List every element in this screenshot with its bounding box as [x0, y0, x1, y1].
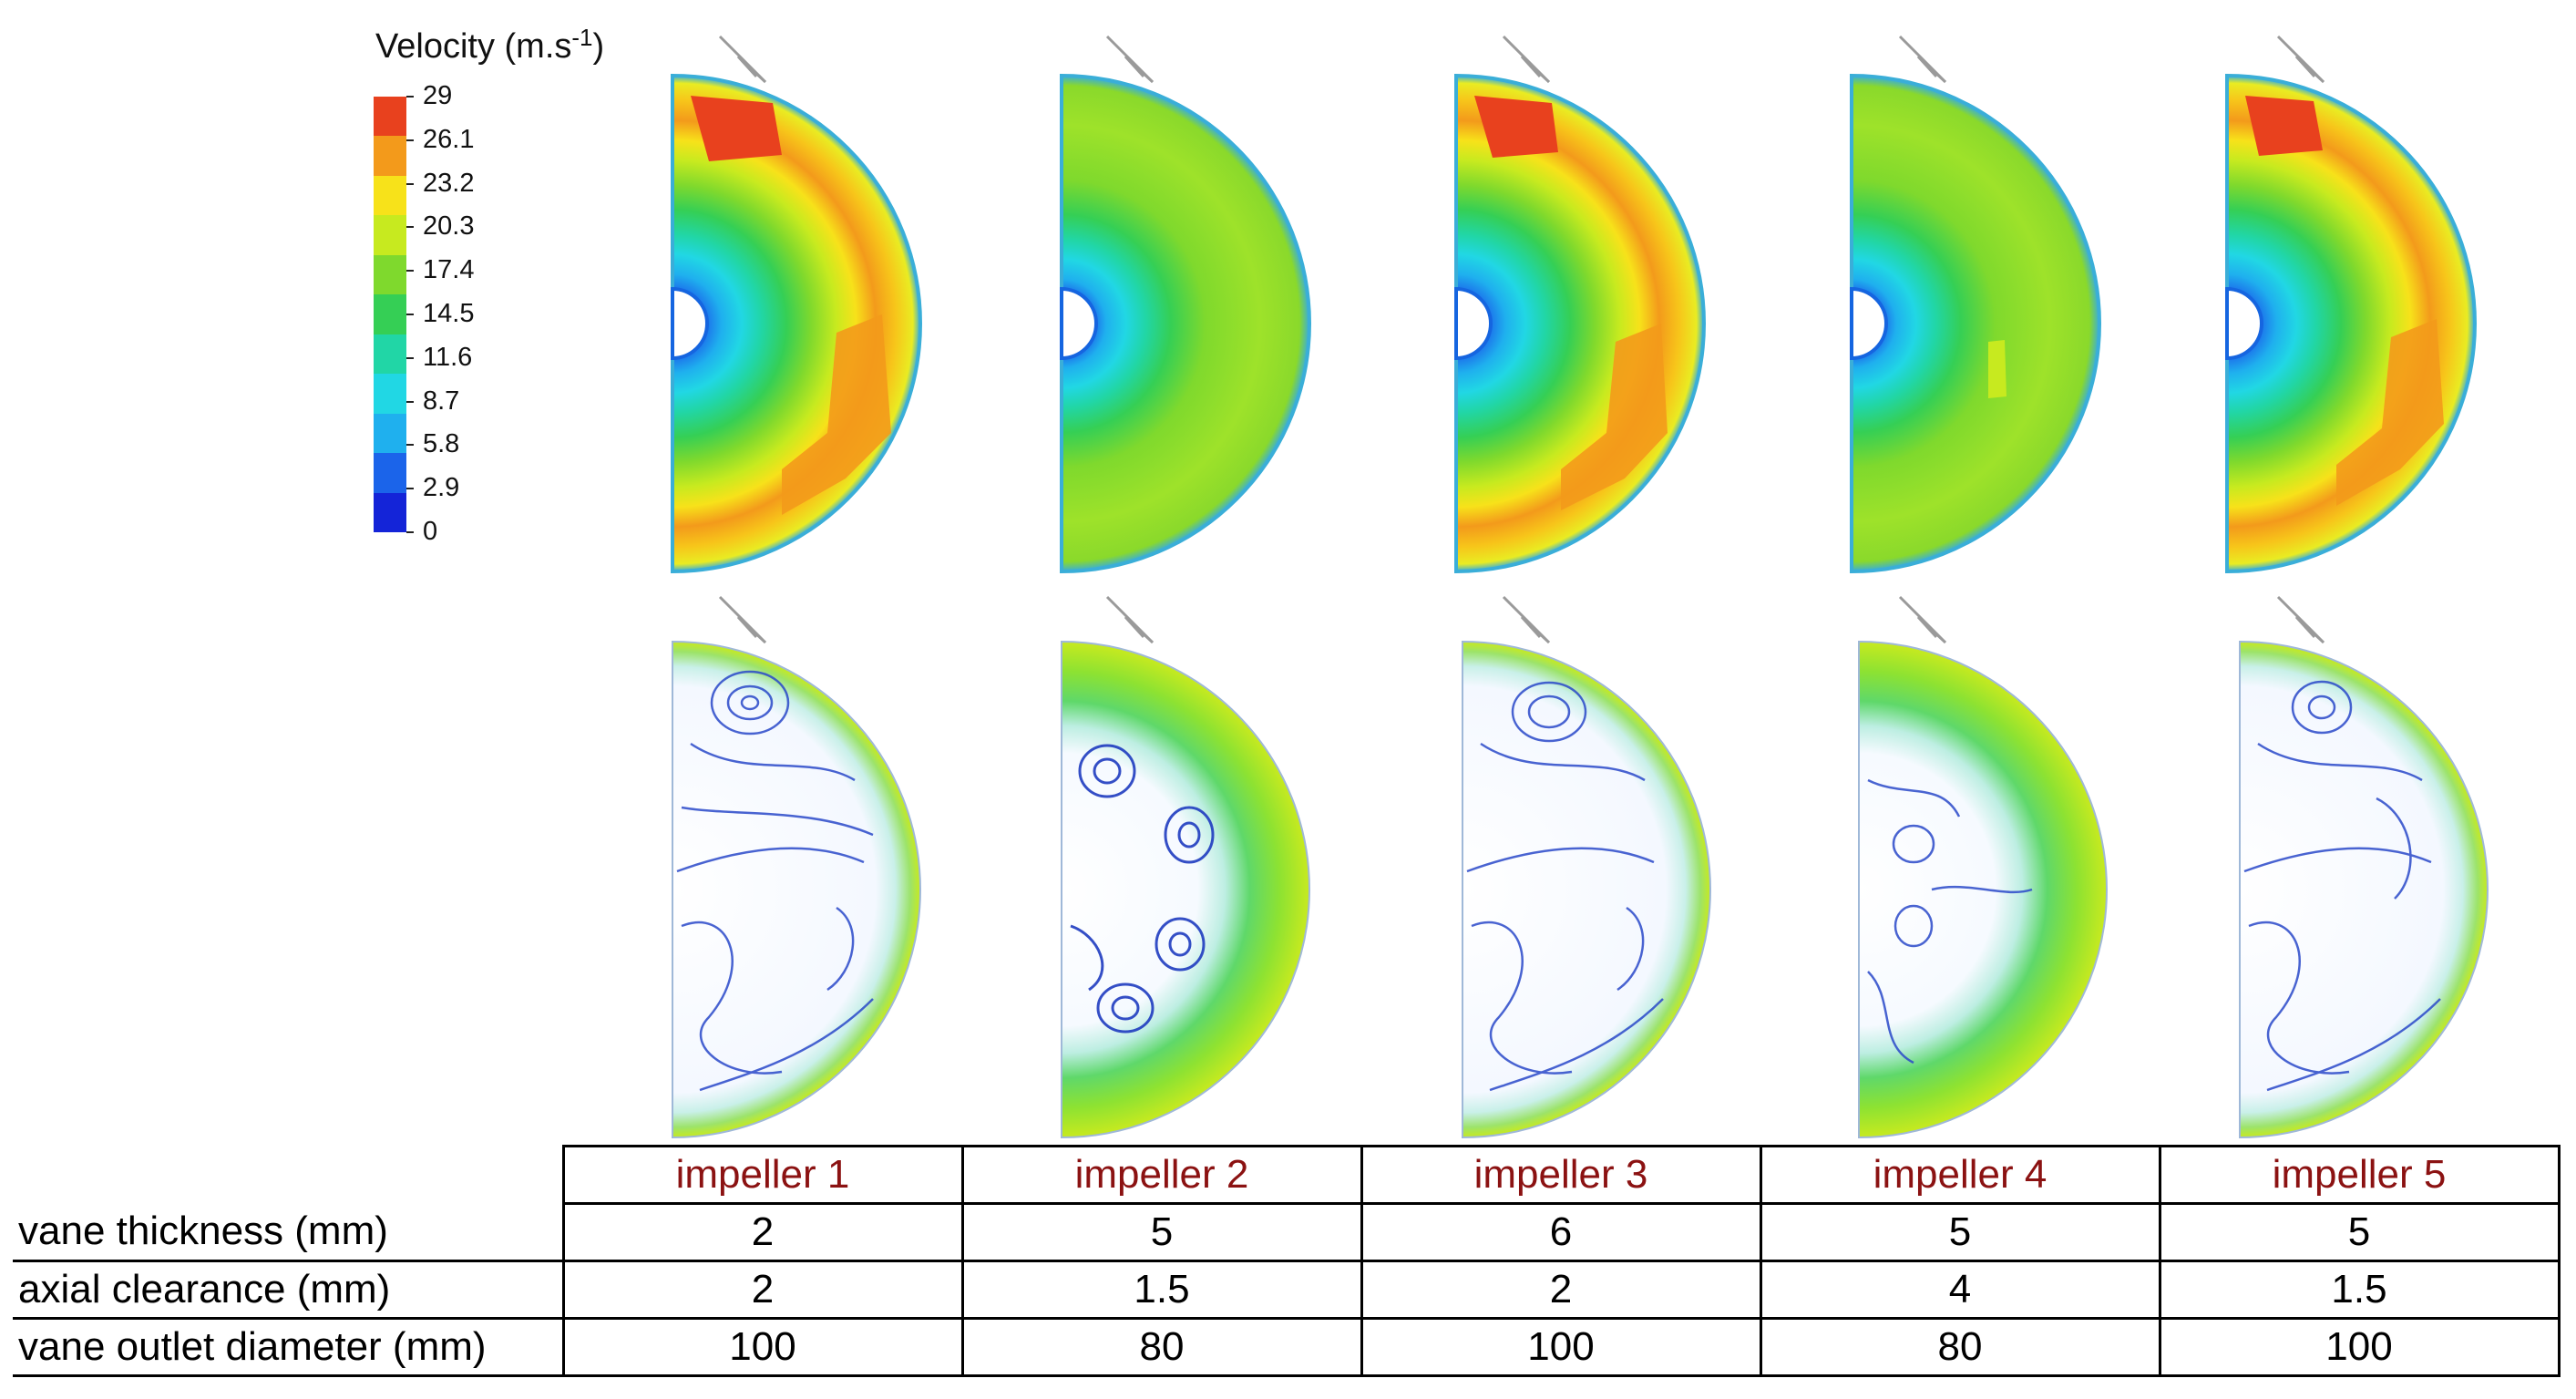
velocity-plots [671, 35, 2489, 1139]
legend-tick-mark [406, 314, 414, 315]
table-row: vane outlet diameter (mm) 100 80 100 80 … [13, 1317, 2561, 1377]
table-cell: 5 [960, 1202, 1363, 1262]
table-cell: 1.5 [960, 1260, 1363, 1320]
table-cell: 100 [1360, 1317, 1762, 1377]
legend-color-segment [374, 215, 406, 255]
legend-color-segment [374, 294, 406, 334]
legend-tick-label: 29 [423, 81, 453, 110]
legend-tick-mark [406, 96, 414, 98]
legend-color-bar [374, 97, 406, 532]
legend-color-segment [374, 97, 406, 137]
impeller-parameters-table: impeller 1 impeller 2 impeller 3 impelle… [13, 1145, 2561, 1377]
row-label-vane-outlet-diameter: vane outlet diameter (mm) [13, 1318, 563, 1377]
table-cell: 2 [1360, 1260, 1762, 1320]
table-cell: 2 [561, 1260, 964, 1320]
table-cell: 4 [1759, 1260, 2161, 1320]
table-cell: 100 [561, 1317, 964, 1377]
table-corner-cell [13, 1147, 563, 1204]
legend-tick-label: 23.2 [423, 168, 475, 198]
table-row: axial clearance (mm) 2 1.5 2 4 1.5 [13, 1260, 2561, 1320]
contour-plot-impeller-2 [1060, 73, 1311, 574]
contour-plot-impeller-1 [671, 73, 922, 574]
legend-tick-label: 8.7 [423, 386, 460, 416]
legend-color-segment [374, 492, 406, 532]
legend-tick-label: 26.1 [423, 124, 475, 154]
legend-tick-label: 14.5 [423, 299, 475, 328]
contour-plot-impeller-3 [1454, 73, 1706, 574]
legend-tick-label: 0 [423, 517, 438, 546]
table-header-row: impeller 1 impeller 2 impeller 3 impelle… [13, 1145, 2561, 1205]
legend-tick-mark [406, 182, 414, 185]
impeller-3-header: impeller 3 [1360, 1145, 1762, 1205]
impeller-2-header: impeller 2 [960, 1145, 1363, 1205]
impeller-1-header: impeller 1 [561, 1145, 964, 1205]
legend-color-segment [374, 254, 406, 295]
table-cell: 80 [1759, 1317, 2161, 1377]
table-cell: 5 [1759, 1202, 2161, 1262]
legend-tick-mark [406, 139, 414, 141]
table-cell: 2 [561, 1202, 964, 1262]
table-row: vane thickness (mm) 2 5 6 5 5 [13, 1202, 2561, 1262]
table-cell: 100 [2158, 1317, 2561, 1377]
table-cell: 1.5 [2158, 1260, 2561, 1320]
contour-plot-impeller-5 [2225, 73, 2477, 574]
streamline-plot-impeller-2 [1061, 640, 1310, 1139]
legend-title-text: Velocity (m.s [375, 27, 572, 66]
legend-tick-label: 2.9 [423, 473, 460, 503]
table-cell: 80 [960, 1317, 1363, 1377]
streamline-plot-impeller-3 [1462, 640, 1711, 1139]
legend-color-segment [374, 175, 406, 216]
legend-color-segment [374, 334, 406, 375]
row-label-vane-thickness: vane thickness (mm) [13, 1203, 563, 1262]
legend-tick-mark [406, 488, 414, 490]
legend-color-segment [374, 453, 406, 493]
legend-tick-mark [406, 356, 414, 359]
legend-tick-mark [406, 400, 414, 403]
legend-color-segment [374, 413, 406, 454]
impeller-5-header: impeller 5 [2158, 1145, 2561, 1205]
contour-plot-impeller-4 [1850, 73, 2101, 574]
legend-tick-mark [406, 444, 414, 447]
legend-tick-label: 20.3 [423, 211, 475, 242]
legend-title: Velocity (m.s-1) [375, 24, 605, 67]
legend-color-segment [374, 136, 406, 176]
legend-unit-exponent: -1 [571, 24, 593, 51]
legend-tick-label: 5.8 [423, 429, 460, 459]
legend-tick-label: 17.4 [423, 255, 475, 285]
streamline-plot-impeller-5 [2239, 640, 2489, 1139]
streamline-plot-impeller-1 [672, 640, 921, 1139]
legend-color-segment [374, 374, 406, 414]
legend-title-close: ) [592, 27, 605, 66]
blade-sketch-icons [718, 35, 2325, 644]
streamline-plot-impeller-4 [1858, 640, 2108, 1139]
legend-tick-mark [406, 226, 414, 229]
legend-tick-mark [406, 531, 414, 533]
legend-tick-label: 11.6 [423, 342, 473, 372]
impeller-4-header: impeller 4 [1759, 1145, 2161, 1205]
table-cell: 6 [1360, 1202, 1762, 1262]
table-cell: 5 [2158, 1202, 2561, 1262]
legend-tick-mark [406, 270, 414, 273]
row-label-axial-clearance: axial clearance (mm) [13, 1260, 563, 1320]
